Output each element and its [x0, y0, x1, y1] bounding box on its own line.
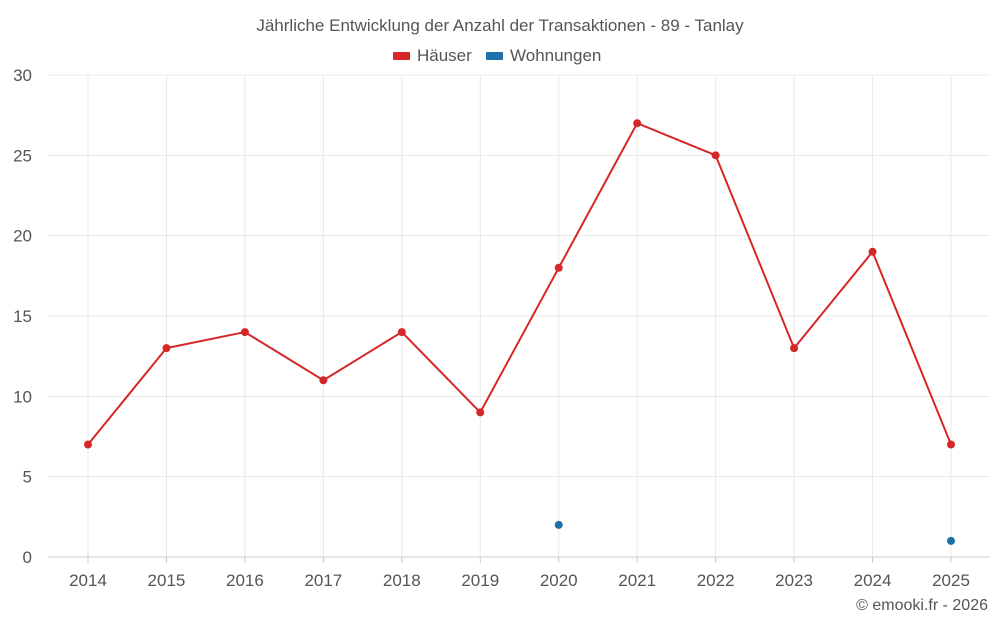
x-tick-label: 2025 [932, 571, 970, 590]
x-tick-label: 2017 [304, 571, 342, 590]
legend: Häuser Wohnungen [393, 46, 601, 65]
data-point-haeuser [868, 247, 877, 256]
x-tick-label: 2015 [148, 571, 186, 590]
data-point-haeuser [240, 328, 249, 337]
x-tick-label: 2016 [226, 571, 264, 590]
x-tick-label: 2022 [697, 571, 735, 590]
data-point-haeuser [633, 119, 642, 128]
series-layer [84, 119, 955, 545]
data-point-haeuser [162, 344, 171, 353]
x-tick-label: 2023 [775, 571, 813, 590]
x-tick-label: 2024 [854, 571, 892, 590]
y-tick-label: 10 [13, 387, 32, 406]
x-tick-label: 2021 [618, 571, 656, 590]
legend-item-haeuser[interactable]: Häuser [393, 46, 472, 65]
data-point-haeuser [84, 440, 92, 449]
y-tick-label: 20 [13, 227, 32, 246]
data-point-haeuser [554, 263, 563, 272]
x-tick-label: 2020 [540, 571, 578, 590]
legend-item-wohnungen[interactable]: Wohnungen [486, 46, 601, 65]
legend-label-haeuser: Häuser [417, 46, 472, 65]
x-tick-label: 2018 [383, 571, 421, 590]
credit-text: © emooki.fr - 2026 [856, 597, 988, 614]
data-point-haeuser [711, 151, 720, 160]
grid [48, 74, 990, 557]
y-tick-label: 5 [23, 468, 32, 487]
x-tick-label: 2014 [69, 571, 107, 590]
legend-swatch-wohnungen [486, 52, 503, 60]
chart-title: Jährliche Entwicklung der Anzahl der Tra… [256, 16, 744, 35]
data-point-haeuser [790, 344, 799, 353]
data-point-haeuser [476, 408, 485, 417]
y-tick-label: 25 [13, 146, 32, 165]
y-tick-label: 15 [13, 307, 32, 326]
legend-label-wohnungen: Wohnungen [510, 46, 601, 65]
data-point-wohnungen [554, 520, 563, 529]
y-tick-label: 30 [13, 66, 32, 85]
data-point-wohnungen [947, 536, 955, 545]
x-tick-label: 2019 [461, 571, 499, 590]
legend-swatch-haeuser [393, 52, 410, 60]
data-point-haeuser [947, 440, 955, 449]
data-point-haeuser [397, 328, 406, 337]
y-tick-label: 0 [23, 548, 32, 567]
series-line-haeuser [87, 122, 952, 446]
data-point-haeuser [319, 376, 328, 385]
